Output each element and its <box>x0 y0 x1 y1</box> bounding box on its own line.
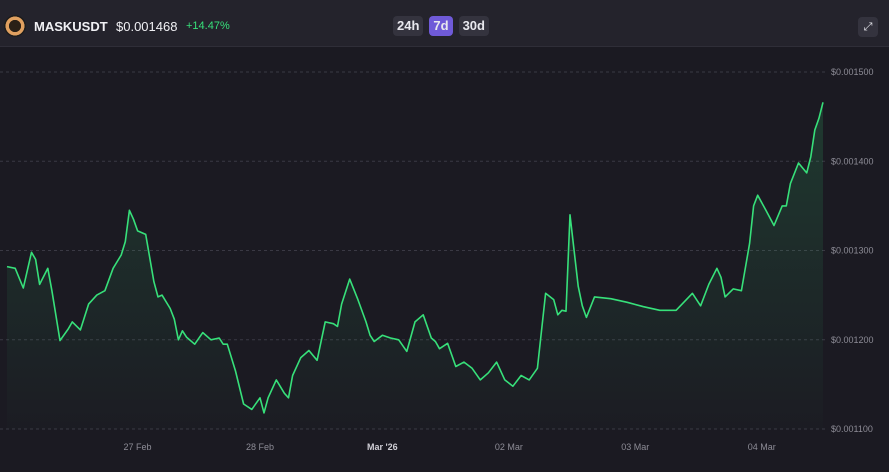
price-chart: $0.001500 $0.001400 $0.001300 $0.001200 $0.0… <box>0 67 874 452</box>
x-tick-label: 02 Mar <box>495 442 523 452</box>
y-tick-label: $0.001400 <box>831 156 874 166</box>
symbol-label: MASKUSDT <box>34 19 108 34</box>
range-30d-button[interactable]: 30d <box>458 16 489 36</box>
y-axis: $0.001500 $0.001400 $0.001300 $0.001200 $0.0… <box>831 67 874 434</box>
current-price: $0.001468 <box>116 19 178 34</box>
price-area-fill <box>7 102 823 430</box>
y-tick-label: $0.001200 <box>831 335 874 345</box>
range-24h-button[interactable]: 24h <box>393 16 424 36</box>
expand-icon[interactable]: ⤢ <box>858 17 878 37</box>
price-change-badge: +14.47% <box>186 20 230 32</box>
x-tick-label: 27 Feb <box>124 442 152 452</box>
x-axis: 27 Feb 28 Feb Mar '26 02 Mar 03 Mar 04 Mar <box>124 442 776 452</box>
x-tick-label: Mar '26 <box>367 442 398 452</box>
chart-header: MASKUSDT $0.001468 +14.47% 24h 7d 30d ⤢ <box>0 0 889 47</box>
x-tick-label: 04 Mar <box>748 442 776 452</box>
y-tick-label: $0.001100 <box>831 424 873 434</box>
x-tick-label: 03 Mar <box>621 442 649 452</box>
x-tick-label: 28 Feb <box>246 442 274 452</box>
y-tick-label: $0.001500 <box>831 67 874 77</box>
mask-token-icon <box>4 15 26 37</box>
range-selector: 24h 7d 30d <box>393 16 489 36</box>
range-7d-button[interactable]: 7d <box>429 16 453 36</box>
price-line <box>6 102 824 414</box>
y-tick-label: $0.001300 <box>831 246 874 256</box>
